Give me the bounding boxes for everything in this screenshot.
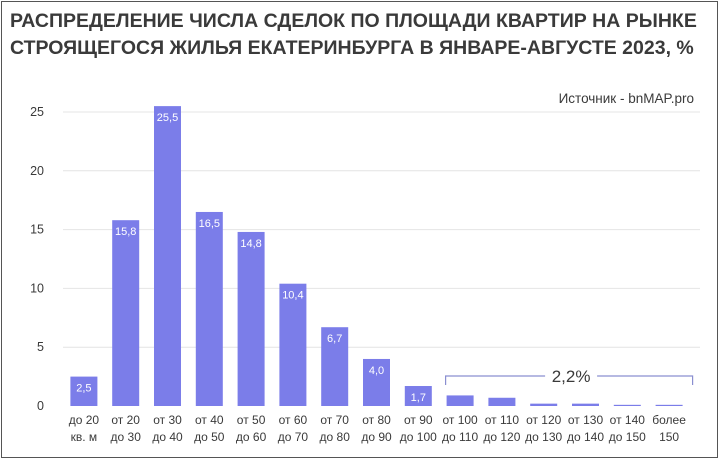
y-tick-label: 0 <box>37 399 44 413</box>
y-axis-tick-labels: 0 5 10 15 20 25 <box>30 105 44 413</box>
bar <box>321 327 349 406</box>
y-tick-label: 10 <box>30 281 44 295</box>
data-label: 2,5 <box>76 383 91 395</box>
x-tick-label: до 110 <box>442 430 478 444</box>
data-label: 16,5 <box>199 218 220 230</box>
x-tick-label: от 80 <box>362 413 391 427</box>
bar <box>446 395 474 406</box>
x-tick-label: до 70 <box>278 430 309 444</box>
chart-title: РАСПРЕДЕЛЕНИЕ ЧИСЛА СДЕЛОК ПО ПЛОЩАДИ КВ… <box>10 8 715 62</box>
annotation-bracket: 2,2% <box>445 367 694 386</box>
x-tick-label: до 50 <box>194 430 225 444</box>
y-tick-label: 15 <box>30 223 44 237</box>
bar <box>70 376 98 406</box>
data-label: 14,8 <box>240 238 261 250</box>
bar <box>279 283 307 406</box>
bar <box>655 404 683 406</box>
x-tick-label: от 50 <box>237 413 266 427</box>
data-label: 10,4 <box>282 290 303 302</box>
annotation-label: 2,2% <box>552 367 591 386</box>
data-label: 15,8 <box>115 226 136 238</box>
bar <box>112 220 140 406</box>
x-tick-label: от 60 <box>279 413 308 427</box>
bar <box>613 404 641 406</box>
x-tick-label: до 120 <box>483 430 520 444</box>
x-axis-tick-labels: до 20 кв. м от 20 до 30 от 30 до 40 от 40 до 50… <box>69 413 687 444</box>
x-tick-label: от 90 <box>404 413 433 427</box>
x-tick-label: от 30 <box>153 413 182 427</box>
y-tick-label: 5 <box>37 340 44 354</box>
source-note: Источник - bnMAP.pro <box>559 91 694 106</box>
x-tick-label: 150 <box>659 430 679 444</box>
bar <box>154 106 181 407</box>
data-label: 4,0 <box>369 365 384 377</box>
bar <box>572 403 599 406</box>
bar <box>404 386 432 406</box>
bar <box>237 231 265 406</box>
y-tick-label: 20 <box>30 164 44 178</box>
x-tick-label: от 120 <box>526 413 562 427</box>
bar <box>488 397 516 406</box>
data-label: 25,5 <box>157 112 178 124</box>
x-tick-label: более <box>652 413 686 427</box>
x-tick-label: до 90 <box>361 430 392 444</box>
x-tick-label: от 100 <box>442 413 478 427</box>
data-label: 6,7 <box>327 333 342 345</box>
x-tick-label: до 130 <box>525 430 562 444</box>
y-tick-label: 25 <box>30 105 44 119</box>
x-tick-label: до 30 <box>111 430 142 444</box>
bracket-line <box>445 375 694 385</box>
x-tick-label: кв. м <box>71 430 98 444</box>
x-tick-label: от 130 <box>568 413 604 427</box>
bar <box>195 211 223 406</box>
x-tick-label: до 140 <box>567 430 604 444</box>
bar <box>363 358 390 406</box>
x-tick-label: до 20 <box>69 413 100 427</box>
x-tick-label: от 40 <box>195 413 224 427</box>
x-tick-label: до 150 <box>609 430 646 444</box>
data-label: 1,7 <box>411 392 426 404</box>
x-tick-label: до 80 <box>320 430 351 444</box>
x-tick-label: от 70 <box>320 413 349 427</box>
bar <box>530 403 558 406</box>
data-labels: 2,5 15,8 25,5 16,5 14,8 10,4 6,7 4,0 1,7 <box>76 112 426 404</box>
bars <box>70 106 683 407</box>
x-tick-label: до 60 <box>236 430 267 444</box>
x-tick-label: до 40 <box>152 430 183 444</box>
x-tick-label: от 110 <box>485 413 520 427</box>
chart-title-line-2: СТРОЯЩЕГОСЯ ЖИЛЬЯ ЕКАТЕРИНБУРГА В ЯНВАРЕ… <box>10 37 694 59</box>
chart-title-line-1: РАСПРЕДЕЛЕНИЕ ЧИСЛА СДЕЛОК ПО ПЛОЩАДИ КВ… <box>10 10 697 32</box>
x-tick-label: от 140 <box>610 413 646 427</box>
x-tick-label: до 100 <box>400 430 437 444</box>
x-tick-label: от 20 <box>111 413 140 427</box>
